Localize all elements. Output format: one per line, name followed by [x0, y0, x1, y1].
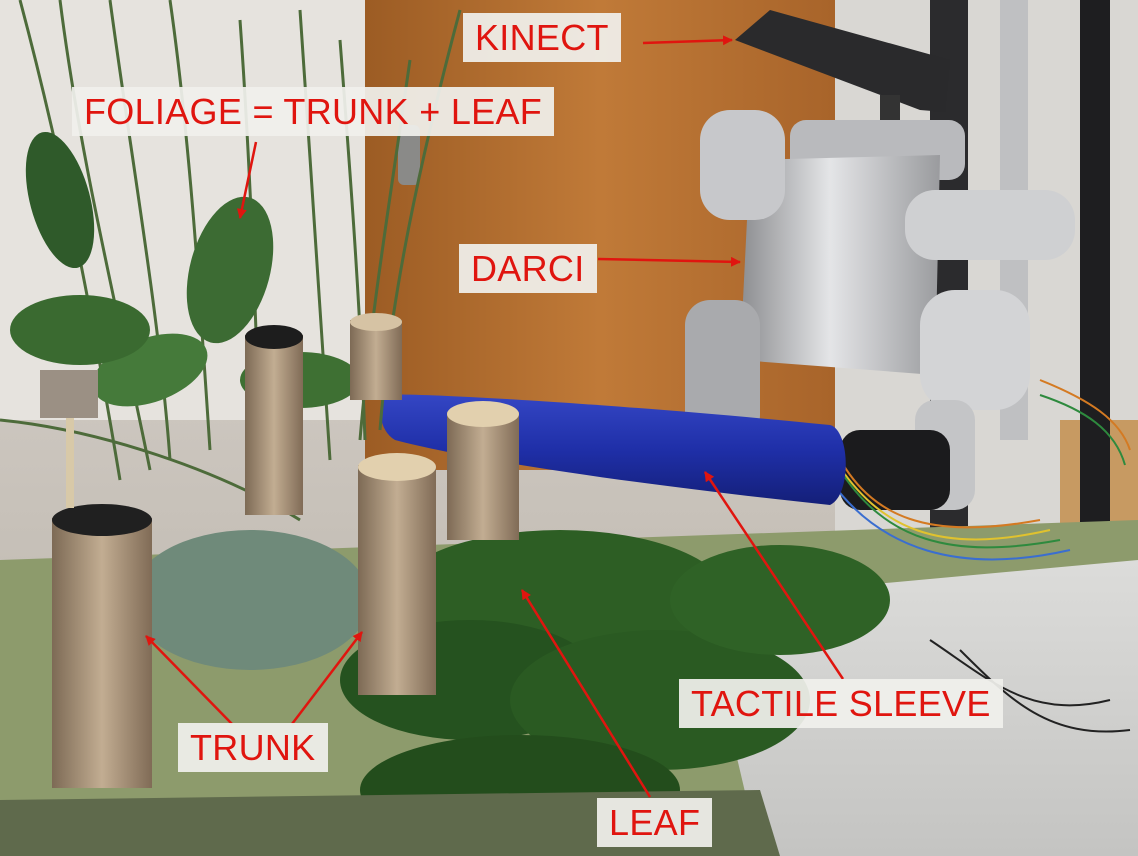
plant-marker-stick	[66, 418, 74, 508]
label-tactile-sleeve: TACTILE SLEEVE	[679, 679, 1003, 728]
sensor-wires	[829, 379, 1131, 733]
trunk-post	[447, 412, 519, 540]
plant-marker	[40, 370, 98, 418]
robot-black-forearm	[840, 430, 950, 510]
kinect-mount	[880, 95, 900, 125]
label-leaf: LEAF	[597, 798, 713, 847]
robot-right-shoulder	[905, 190, 1075, 260]
label-kinect: KINECT	[463, 13, 621, 62]
arrow-tactile-sleeve	[703, 471, 845, 680]
planter-rim	[0, 790, 780, 856]
trunk-post	[245, 335, 303, 515]
arrow-darci	[597, 256, 741, 267]
arrow-trunk-right	[291, 631, 363, 725]
trunk-post	[52, 518, 152, 788]
trunk-post	[358, 465, 436, 695]
kinect-sensor	[735, 10, 950, 112]
arrow-kinect	[642, 35, 733, 46]
label-darci: DARCI	[459, 244, 597, 293]
label-trunk: TRUNK	[178, 723, 328, 772]
arrow-foliage	[236, 141, 258, 219]
arrow-trunk-left	[145, 635, 233, 725]
robot-upper-arm	[920, 290, 1030, 410]
cable-chain	[1080, 0, 1110, 540]
arrow-leaf	[520, 589, 652, 798]
label-foliage: FOLIAGE = TRUNK + LEAF	[72, 87, 555, 136]
robot-left-shoulder	[700, 110, 785, 220]
door-hinge	[398, 125, 420, 185]
zebra-plant	[10, 131, 360, 408]
trunks	[40, 313, 519, 788]
robot-left-arm	[685, 300, 760, 440]
trunk-post	[350, 320, 402, 400]
robot-torso	[740, 155, 940, 375]
agave-plant	[130, 530, 370, 670]
